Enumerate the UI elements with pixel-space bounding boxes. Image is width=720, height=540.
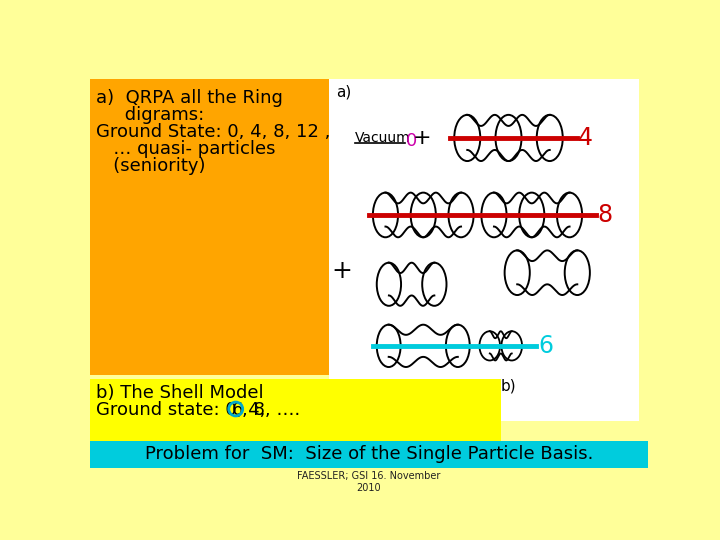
Text: 8: 8 (598, 203, 613, 227)
Ellipse shape (501, 331, 522, 361)
Bar (90, 441, 648, 468)
Ellipse shape (446, 325, 469, 367)
Ellipse shape (536, 115, 563, 161)
Ellipse shape (454, 115, 480, 161)
Ellipse shape (495, 115, 521, 161)
Text: a): a) (336, 84, 351, 99)
Text: 0: 0 (406, 132, 418, 150)
Text: b): b) (500, 379, 516, 394)
Ellipse shape (519, 193, 544, 237)
Text: 6: 6 (232, 401, 243, 419)
Ellipse shape (377, 325, 400, 367)
Bar (90, 379, 500, 441)
Ellipse shape (377, 262, 401, 306)
Text: (seniority): (seniority) (96, 157, 206, 175)
Ellipse shape (422, 262, 446, 306)
Text: 6: 6 (539, 334, 554, 358)
Text: b) The Shell Model: b) The Shell Model (96, 384, 264, 402)
Ellipse shape (449, 193, 474, 237)
Text: Problem for  SM:  Size of the Single Particle Basis.: Problem for SM: Size of the Single Parti… (145, 446, 593, 463)
Ellipse shape (505, 251, 530, 295)
Ellipse shape (410, 193, 436, 237)
Ellipse shape (564, 251, 590, 295)
Text: 4: 4 (578, 126, 593, 150)
Text: Ground State: 0, 4, 8, 12 ,: Ground State: 0, 4, 8, 12 , (96, 123, 330, 141)
Text: … quasi- particles: … quasi- particles (96, 140, 276, 158)
Bar (329, 79, 639, 421)
Ellipse shape (557, 193, 582, 237)
Text: FAESSLER; GSI 16. November
2010: FAESSLER; GSI 16. November 2010 (297, 471, 441, 493)
Ellipse shape (482, 193, 507, 237)
Text: Vacuum: Vacuum (355, 131, 410, 145)
Ellipse shape (373, 193, 398, 237)
Text: +: + (413, 128, 431, 148)
Text: Ground state: 0, 4,: Ground state: 0, 4, (96, 401, 266, 419)
Text: , 8, ….: , 8, …. (242, 401, 300, 419)
Bar (90, 79, 329, 375)
Ellipse shape (480, 331, 500, 361)
Text: +: + (331, 259, 352, 283)
Text: digrams:: digrams: (96, 106, 204, 124)
Text: a)  QRPA all the Ring: a) QRPA all the Ring (96, 90, 283, 107)
